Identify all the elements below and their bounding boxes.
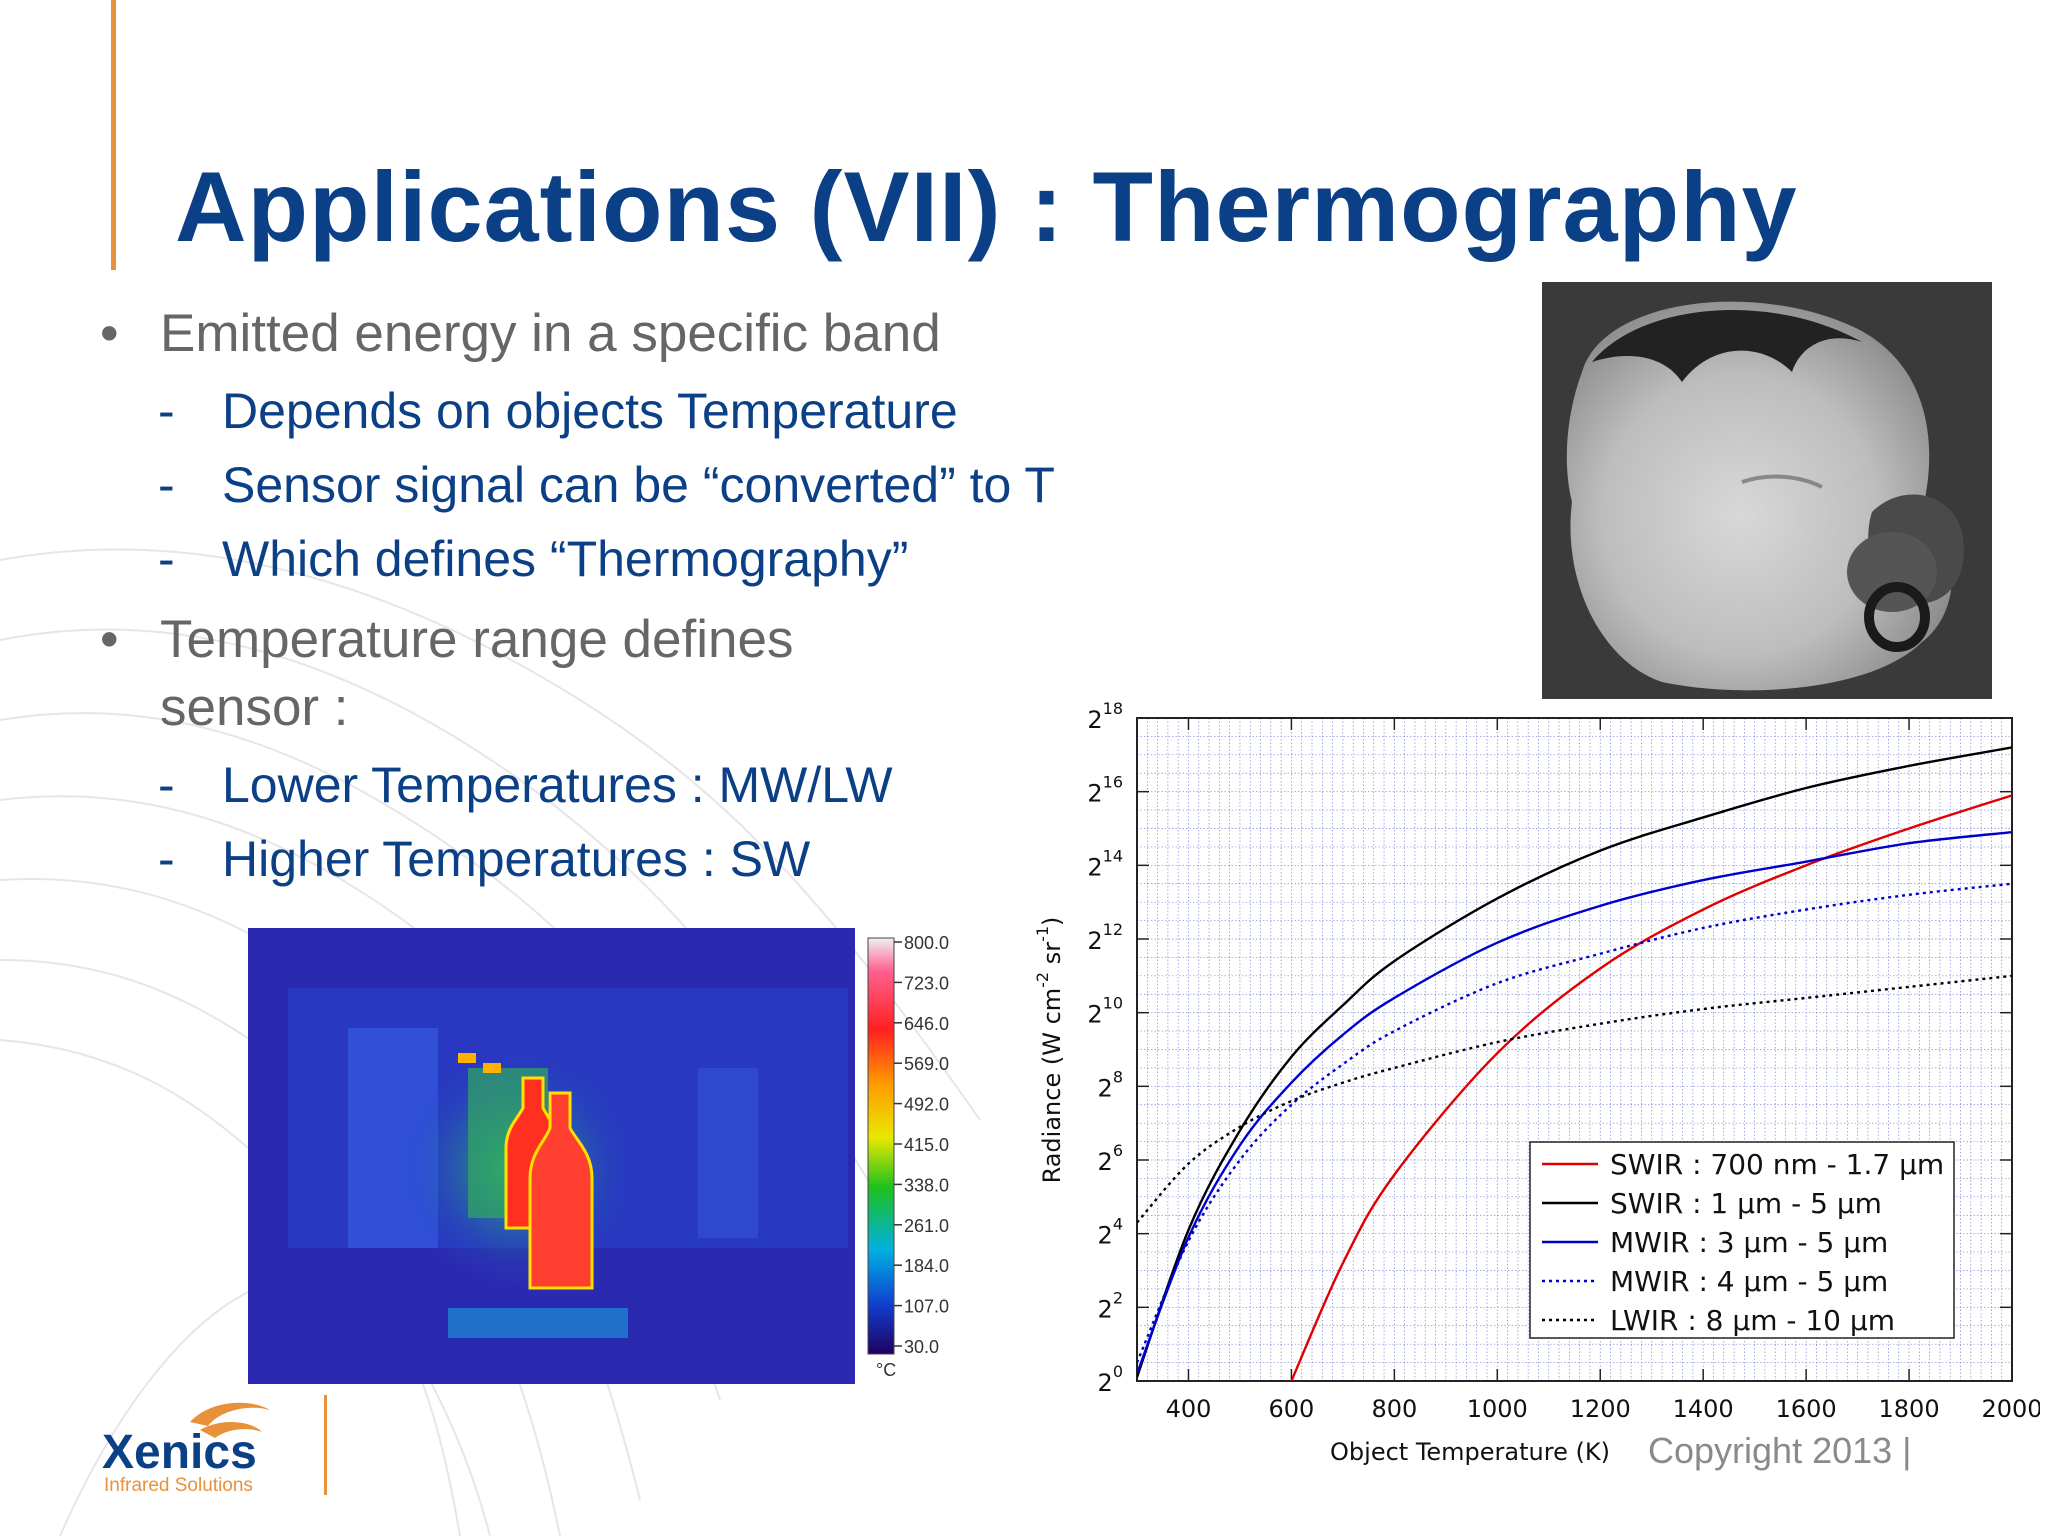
thermal-scale-label: 415.0 [904,1135,949,1155]
chart-legend-label: SWIR : 700 nm - 1.7 µm [1610,1148,1944,1181]
sub-bullet-2-2-text: Higher Temperatures : SW [222,831,811,887]
chart-series-line-5 [1137,974,2012,1224]
thermal-scale-label: 338.0 [904,1175,949,1195]
chart-y-tick-label: 210 [1087,994,1123,1029]
sub-bullet-1-2-text: Sensor signal can be “converted” to T [222,457,1055,513]
chart-y-tick-label: 216 [1087,773,1123,808]
sub-bullet-2-2: - Higher Temperatures : SW [100,822,1100,896]
chart-legend-box [1529,1141,1955,1339]
sub-bullet-1-3: - Which defines “Thermography” [100,522,1100,596]
chart-series-line-2 [1137,746,2012,1378]
chart-y-tick-label: 24 [1098,1215,1123,1250]
chart-x-tick-label: 1800 [1879,1395,1940,1423]
chart-y-tick-label: 212 [1087,920,1123,955]
sub-bullet-marker: - [158,757,175,813]
bullet-2-text: Temperature range defines sensor : [160,610,794,737]
sub-bullet-1-2: - Sensor signal can be “converted” to T [100,448,1100,522]
thermal-scale-label: 723.0 [904,973,949,993]
thermal-scale-label: 800.0 [904,933,949,953]
chart-y-tick-label: 26 [1098,1141,1123,1176]
chart-x-tick-label: 1000 [1467,1395,1528,1423]
chart-y-tick-label: 22 [1098,1288,1123,1323]
chart-legend-label: SWIR : 1 µm - 5 µm [1610,1187,1882,1220]
chart-x-tick-label: 600 [1269,1395,1315,1423]
chart-x-tick-label: 1600 [1776,1395,1837,1423]
chart-series-line-4 [1137,882,2012,1364]
bullet-marker: • [100,304,119,363]
thermal-scale-label: 569.0 [904,1054,949,1074]
chart-x-tick-label: 400 [1166,1395,1212,1423]
logo-tagline: Infrared Solutions [104,1475,253,1496]
bullet-2: • Temperature range defines sensor : [100,606,860,742]
chart-x-tick-label: 1200 [1570,1395,1631,1423]
logo-divider [324,1395,327,1495]
chart-legend-label: MWIR : 4 µm - 5 µm [1610,1265,1888,1298]
bullet-1: • Emitted energy in a specific band [100,300,1100,368]
sub-bullet-marker: - [158,531,175,587]
sub-bullet-1-1-text: Depends on objects Temperature [222,383,958,439]
slide-title: Applications (VII) : Thermography [175,151,1798,262]
thermal-scale-label: 646.0 [904,1014,949,1034]
sub-bullet-marker: - [158,831,175,887]
accent-vertical-bar [111,0,116,270]
thermal-scale-label: 261.0 [904,1216,949,1236]
radiance-chart: 400 600 800 1000 1200 1400 1600 1800 2000 20 22 24 2… [1033,700,2040,1466]
infrared-baby-photo [1542,282,1992,699]
thermal-scale-label: 492.0 [904,1095,949,1115]
sub-bullet-1-3-text: Which defines “Thermography” [222,531,909,587]
sub-bullet-2-1: - Lower Temperatures : MW/LW [100,748,1100,822]
chart-plot-frame [1136,717,2013,1382]
copyright-text: Copyright 2013 | [1648,1430,1912,1471]
sub-bullet-marker: - [158,457,175,513]
chart-x-tick-label: 2000 [1981,1395,2040,1423]
sub-bullet-marker: - [158,383,175,439]
sub-bullet-2-1-text: Lower Temperatures : MW/LW [222,757,893,813]
chart-x-tick-label: 1400 [1673,1395,1734,1423]
thermal-bottles-image: 800.0 723.0 646.0 569.0 492.0 415.0 338.0 261.0… [248,928,949,1384]
thermal-unit-label: °C [876,1360,896,1380]
bullet-list: • Emitted energy in a specific band - De… [100,300,1100,896]
chart-y-tick-label: 214 [1087,846,1123,881]
chart-y-tick-label: 218 [1087,700,1123,734]
bullet-1-text: Emitted energy in a specific band [160,304,941,363]
chart-series-line-1 [1290,794,2012,1381]
thermal-scale-label: 107.0 [904,1297,949,1317]
chart-x-tick-label: 800 [1371,1395,1417,1423]
chart-x-axis-label: Object Temperature (K) [1330,1438,1610,1466]
thermal-scale-label: 184.0 [904,1256,949,1276]
chart-legend-label: LWIR : 8 µm - 10 µm [1610,1304,1895,1337]
chart-series-line-3 [1137,830,2012,1375]
thermal-scale-label: 30.0 [904,1337,939,1357]
chart-y-axis-label: Radiance (W cm-2 sr-1) [1033,917,1066,1184]
bullet-marker: • [100,610,119,669]
chart-y-tick-label: 20 [1098,1362,1123,1397]
chart-legend-label: MWIR : 3 µm - 5 µm [1610,1226,1888,1259]
xenics-logo: Xenics Infrared Solutions [102,1402,270,1496]
sub-bullet-1-1: - Depends on objects Temperature [100,374,1100,448]
chart-y-tick-label: 28 [1098,1067,1123,1102]
logo-wordmark: Xenics [102,1426,257,1479]
